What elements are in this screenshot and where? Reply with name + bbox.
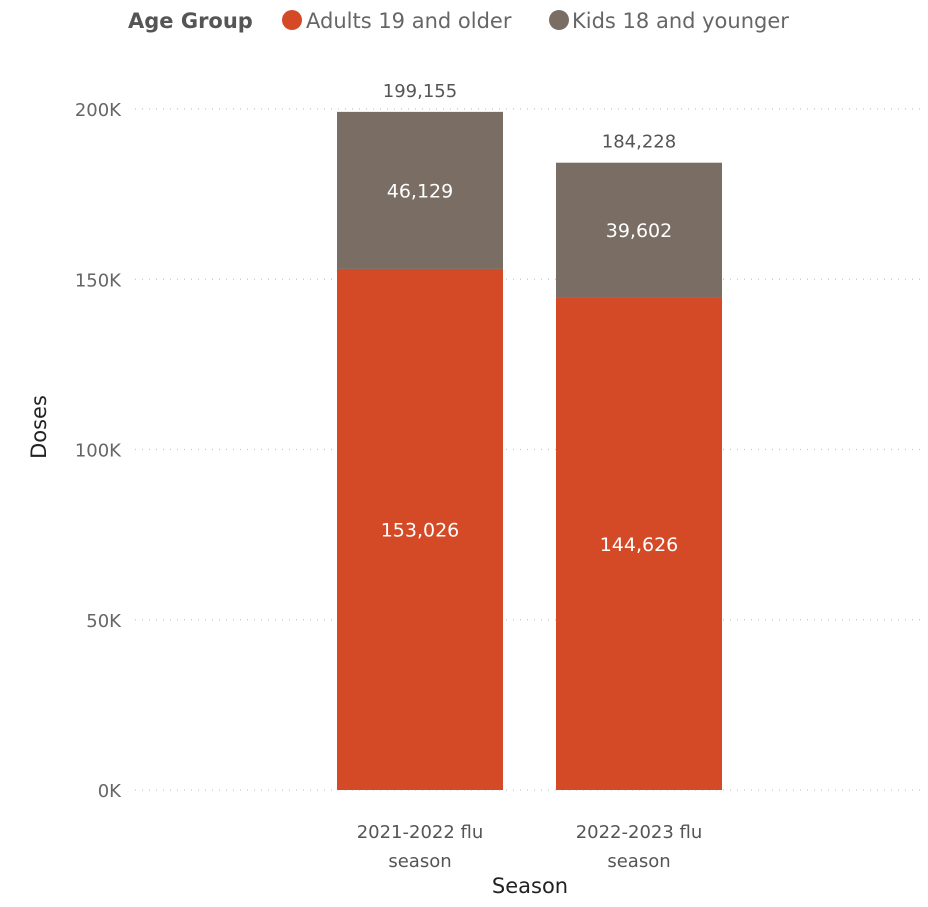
y-tick-label: 50K bbox=[86, 611, 122, 632]
y-tick-label: 200K bbox=[75, 100, 122, 121]
gridlines bbox=[135, 108, 922, 791]
legend-entry-kids[interactable]: Kids 18 and younger bbox=[549, 9, 789, 33]
x-tick-label: 2022-2023 flu bbox=[576, 822, 703, 843]
x-tick-label: 2021-2022 flu bbox=[357, 822, 484, 843]
data-label: 144,626 bbox=[600, 534, 679, 556]
bar-segment[interactable] bbox=[556, 162, 722, 298]
y-axis-title: Doses bbox=[27, 395, 51, 459]
bar-segment[interactable] bbox=[556, 297, 722, 790]
total-label: 199,155 bbox=[383, 81, 457, 102]
legend-marker-kids bbox=[549, 10, 569, 30]
x-tick-label: season bbox=[388, 851, 451, 872]
data-label: 153,026 bbox=[381, 519, 460, 541]
y-tick-label: 150K bbox=[75, 270, 122, 291]
y-axis-ticks: 0K 50K 100K 150K 200K bbox=[75, 100, 122, 802]
legend-label-kids: Kids 18 and younger bbox=[572, 9, 789, 33]
total-label: 184,228 bbox=[602, 132, 676, 153]
x-axis-title: Season bbox=[492, 874, 568, 898]
bar-segment[interactable] bbox=[337, 111, 503, 269]
data-label: 46,129 bbox=[387, 180, 453, 202]
y-tick-label: 0K bbox=[98, 781, 122, 802]
bars: 153,026 46,129 199,155 144,626 39,602 184,228 bbox=[337, 81, 722, 790]
legend-label-adults: Adults 19 and older bbox=[306, 9, 512, 33]
legend-title: Age Group bbox=[128, 9, 253, 33]
data-label: 39,602 bbox=[606, 220, 672, 242]
legend-entry-adults[interactable]: Adults 19 and older bbox=[282, 9, 512, 33]
x-axis-categories: 2021-2022 flu season 2022-2023 flu season bbox=[357, 822, 703, 872]
legend: Age Group Adults 19 and older Kids 18 an… bbox=[128, 9, 789, 33]
bar-segment[interactable] bbox=[337, 268, 503, 790]
y-tick-label: 100K bbox=[75, 441, 122, 462]
x-tick-label: season bbox=[607, 851, 670, 872]
legend-marker-adults bbox=[282, 10, 302, 30]
